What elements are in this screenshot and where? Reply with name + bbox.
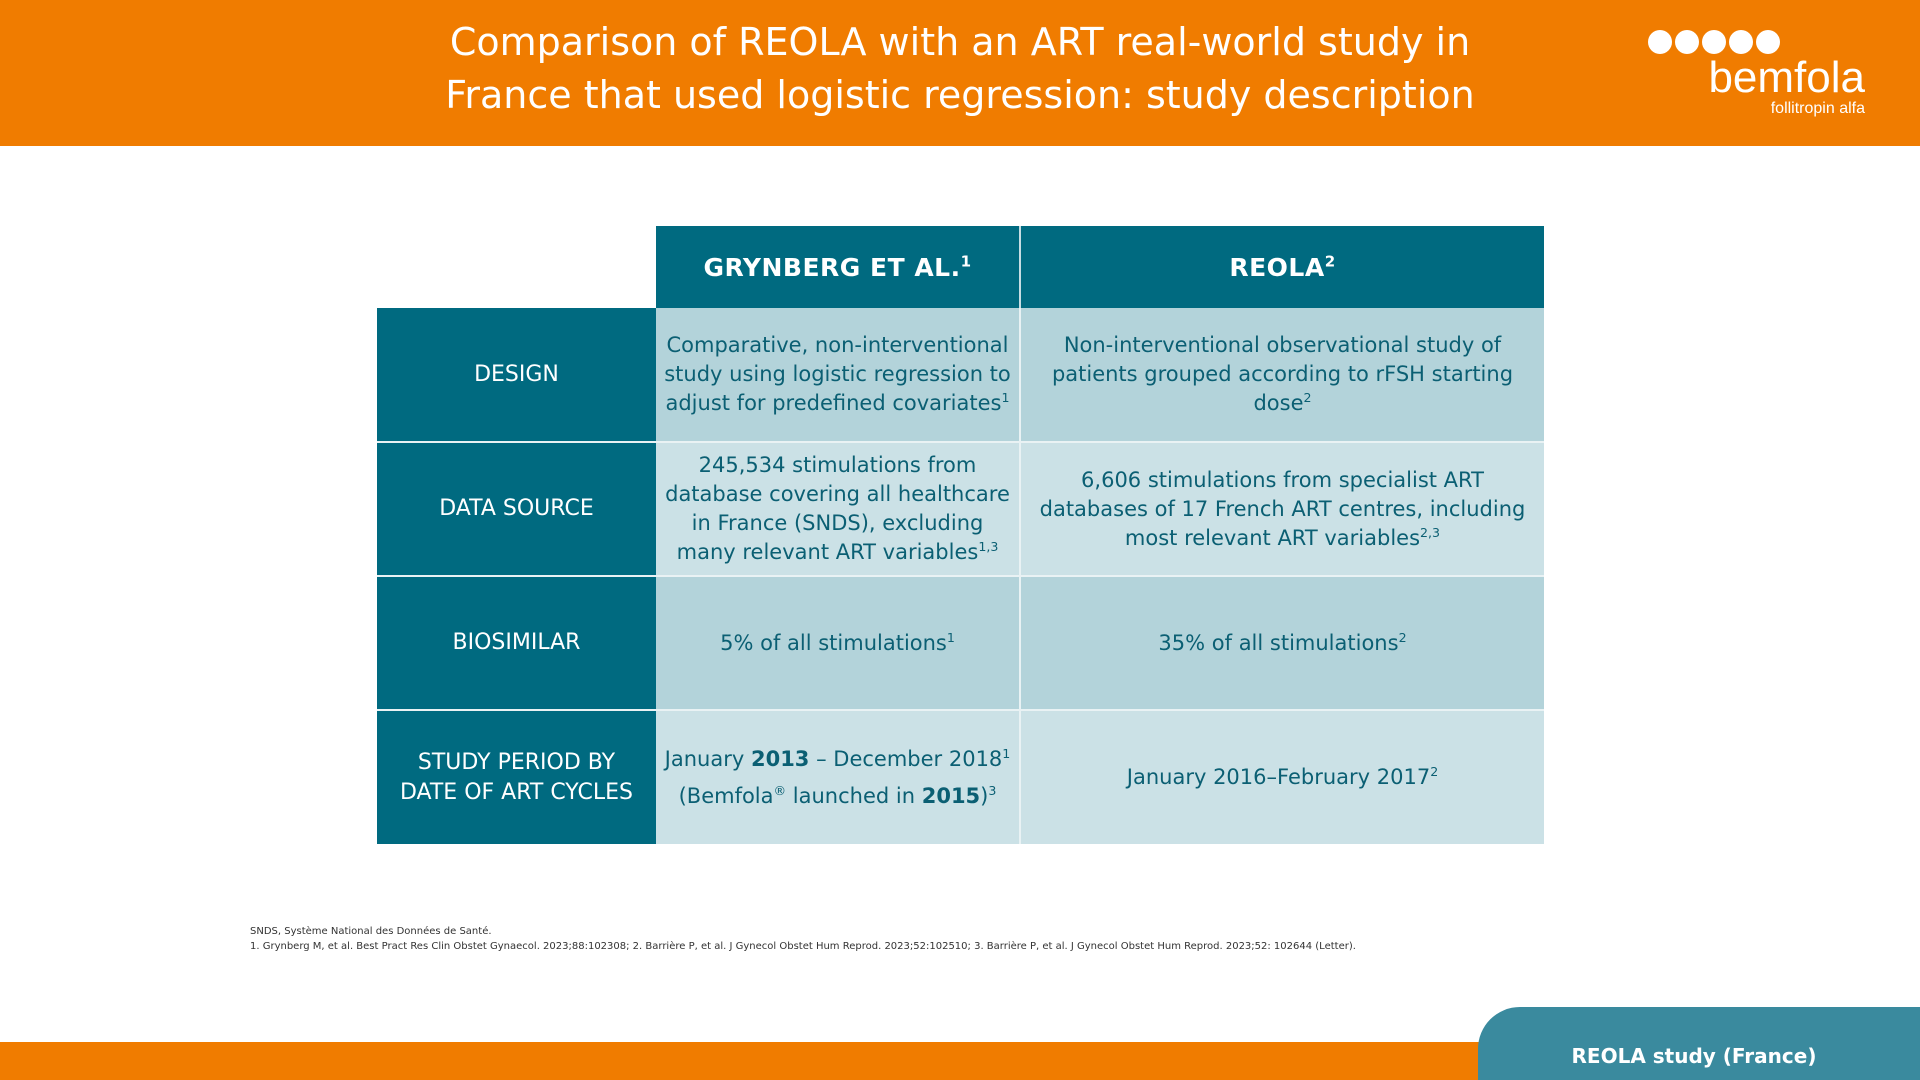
slide-title: Comparison of REOLA with an ART real-wor… [380, 16, 1540, 122]
cell-ref: 2,3 [1420, 524, 1441, 540]
column-header-reola: REOLA2 [1020, 226, 1544, 308]
header-bar: Comparison of REOLA with an ART real-wor… [0, 0, 1920, 146]
cell-bold-year: 2013 [750, 746, 810, 771]
cell-text: January 2016–February 2017 [1126, 765, 1431, 789]
slide-title-line2: France that used logistic regression: st… [445, 73, 1475, 117]
cell-text: launched in [786, 783, 922, 808]
footnotes: SNDS, Système National des Données de Sa… [250, 924, 1750, 954]
table-header-row: GRYNBERG ET AL.1 REOLA2 [377, 226, 1544, 308]
row-header-design: DESIGN [377, 308, 656, 443]
cell-ref: 1 [1002, 745, 1011, 761]
cell-biosimilar-grynberg: 5% of all stimulations1 [656, 576, 1021, 711]
cell-text: Non-interventional observational study o… [1051, 333, 1514, 415]
cell-study-period-reola: January 2016–February 20172 [1020, 710, 1544, 844]
table-row-design: DESIGN Comparative, non-interventional s… [377, 308, 1544, 443]
cell-text: January [664, 746, 751, 771]
cell-text: 6,606 stimulations from specialist ART d… [1039, 467, 1526, 550]
logo-dot [1702, 30, 1726, 54]
logo-dot [1756, 30, 1780, 54]
row-header-study-period: STUDY PERIOD BY DATE OF ART CYCLES [377, 710, 656, 844]
cell-data-source-reola: 6,606 stimulations from specialist ART d… [1020, 442, 1544, 577]
column-header-reola-ref: 2 [1324, 252, 1336, 271]
row-header-study-period-line2: DATE OF ART CYCLES [399, 779, 634, 805]
table-row-study-period: STUDY PERIOD BY DATE OF ART CYCLES Janua… [377, 710, 1544, 844]
footnote-references: 1. Grynberg M, et al. Best Pract Res Cli… [250, 941, 1356, 952]
table-corner-cell [377, 226, 656, 308]
cell-study-period-line2: (Bemfola® launched in 2015)3 [664, 782, 1011, 811]
cell-text: – December 2018 [809, 746, 1003, 771]
logo-dot [1648, 30, 1672, 54]
table-row-data-source: DATA SOURCE 245,534 stimulations from da… [377, 442, 1544, 577]
cell-ref: 3 [988, 782, 997, 798]
cell-data-source-grynberg: 245,534 stimulations from database cover… [656, 442, 1021, 577]
logo-wordmark: bemfola [1708, 53, 1865, 102]
cell-text: Comparative, non-interventional study us… [664, 333, 1011, 415]
five-dots-logo-icon [1648, 30, 1873, 54]
cell-bold-year: 2015 [921, 783, 981, 808]
footer-section-label: REOLA study (France) [1571, 1043, 1817, 1068]
cell-ref: 1 [1001, 390, 1010, 405]
cell-text: 35% of all stimulations [1158, 630, 1399, 655]
column-header-reola-label: REOLA [1229, 252, 1325, 282]
cell-ref: 2 [1398, 629, 1407, 645]
cell-study-period-line1: January 2013 – December 20181 [664, 745, 1011, 774]
bemfola-logo: bemfola follitropin alfa [1648, 30, 1873, 120]
cell-design-grynberg: Comparative, non-interventional study us… [656, 308, 1021, 443]
registered-mark: ® [773, 782, 787, 798]
logo-subtitle: follitropin alfa [1770, 100, 1865, 117]
cell-biosimilar-reola: 35% of all stimulations2 [1020, 576, 1544, 711]
cell-text: ) [980, 783, 989, 808]
logo-dot [1675, 30, 1699, 54]
row-header-study-period-line1: STUDY PERIOD BY [417, 749, 616, 775]
cell-study-period-grynberg: January 2013 – December 20181 (Bemfola® … [656, 710, 1021, 844]
row-header-data-source: DATA SOURCE [377, 442, 656, 577]
column-header-grynberg: GRYNBERG ET AL.1 [656, 226, 1021, 308]
footnote-abbreviation: SNDS, Système National des Données de Sa… [250, 926, 492, 937]
column-header-grynberg-ref: 1 [960, 252, 972, 271]
cell-text: (Bemfola [678, 783, 774, 808]
row-header-biosimilar: BIOSIMILAR [377, 576, 656, 711]
logo-dot [1729, 30, 1753, 54]
cell-design-reola: Non-interventional observational study o… [1020, 308, 1544, 443]
cell-ref: 1,3 [978, 539, 999, 554]
column-header-grynberg-label: GRYNBERG ET AL. [703, 252, 961, 282]
slide-title-line1: Comparison of REOLA with an ART real-wor… [449, 20, 1471, 64]
cell-ref: 1 [946, 629, 955, 645]
footer-section-tab: REOLA study (France) [1478, 1007, 1920, 1080]
table-row-biosimilar: BIOSIMILAR 5% of all stimulations1 35% o… [377, 576, 1544, 711]
cell-text: 245,534 stimulations from database cover… [665, 453, 1010, 564]
comparison-table: GRYNBERG ET AL.1 REOLA2 DESIGN Comparati… [377, 226, 1544, 844]
cell-ref: 2 [1430, 764, 1439, 779]
cell-text: 5% of all stimulations [720, 630, 947, 655]
cell-ref: 2 [1303, 390, 1312, 405]
